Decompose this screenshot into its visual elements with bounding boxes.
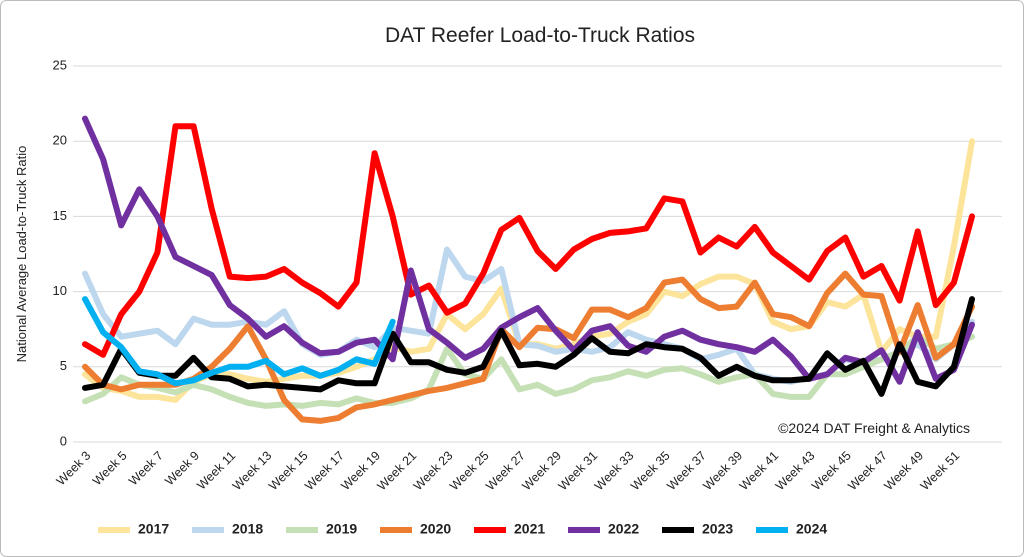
chart-title: DAT Reefer Load-to-Truck Ratios <box>385 24 695 47</box>
y-tick-label: 0 <box>60 433 67 448</box>
y-tick-label: 15 <box>53 208 67 223</box>
y-tick-label: 5 <box>60 358 67 373</box>
legend-label: 2022 <box>608 521 639 537</box>
series-line <box>82 296 975 397</box>
legend-label: 2024 <box>796 521 827 537</box>
y-tick-label: 10 <box>53 283 67 298</box>
legend-label: 2017 <box>138 521 169 537</box>
y-tick-label: 25 <box>53 57 67 72</box>
legend-label: 2021 <box>514 521 545 537</box>
series-line <box>82 296 396 387</box>
y-tick-label: 20 <box>53 133 67 148</box>
legend-label: 2020 <box>420 521 451 537</box>
legend-label: 2019 <box>326 521 357 537</box>
annotation: ©2024 DAT Freight & Analytics <box>778 420 970 436</box>
legend-label: 2023 <box>702 521 733 537</box>
legend-label: 2018 <box>232 521 263 537</box>
series-line <box>82 123 975 358</box>
y-axis-title: National Average Load-to-Truck Ratio <box>14 146 29 363</box>
series-line <box>82 270 975 424</box>
series-line <box>82 115 975 385</box>
